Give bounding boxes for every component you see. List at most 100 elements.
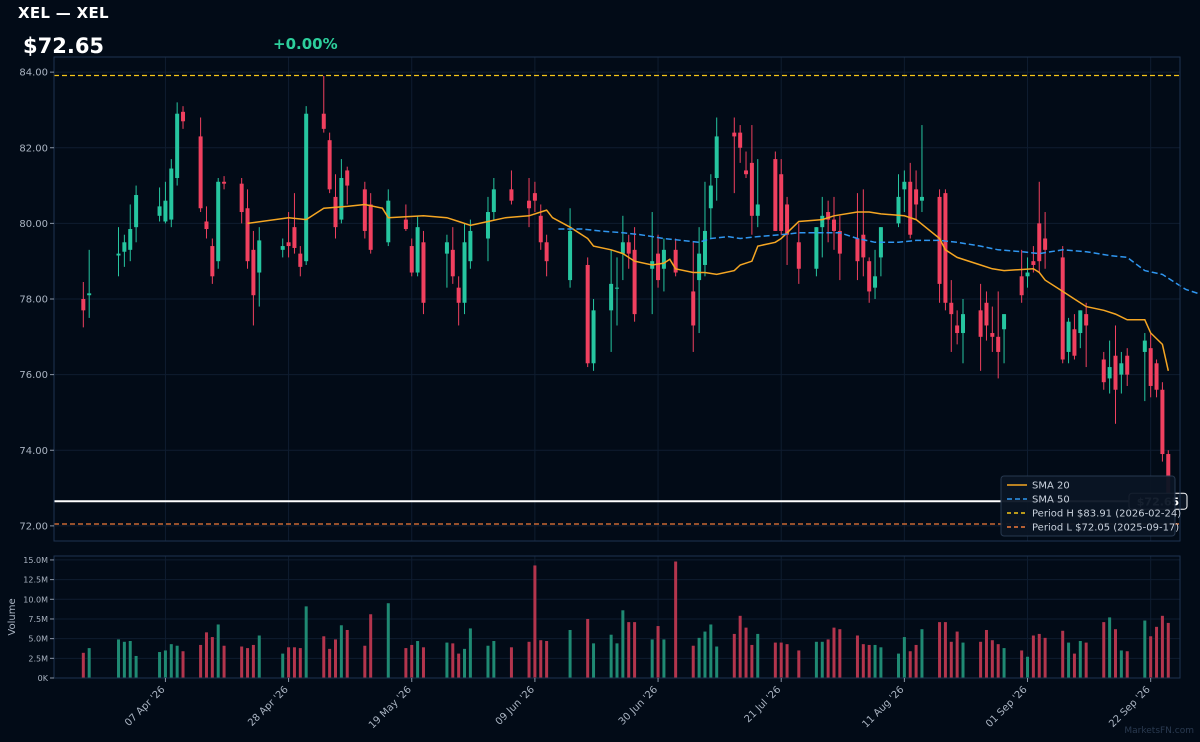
volume-bar (363, 645, 367, 678)
volume-bar (709, 624, 713, 678)
candle-body (961, 314, 966, 334)
candle-body (157, 206, 162, 216)
candle-body (292, 227, 297, 248)
candle-body (738, 132, 743, 148)
volume-bar (873, 644, 877, 678)
price-tick-label: 78.00 (19, 295, 48, 306)
candle-body (732, 132, 737, 137)
volume-bar (163, 650, 167, 678)
volume-bar (1002, 648, 1006, 678)
candle-body (785, 204, 790, 235)
candle (157, 187, 162, 222)
candle (749, 125, 754, 235)
volume-bar (674, 561, 678, 678)
volume-bar (1143, 620, 1147, 678)
volume-bar (779, 642, 783, 678)
volume-bar (996, 644, 1000, 678)
volume-bar (1113, 629, 1117, 678)
candle (532, 181, 537, 213)
candle (280, 238, 285, 258)
volume-bar (410, 644, 414, 678)
volume-bar (539, 640, 543, 678)
candle-body (222, 181, 227, 184)
candle (1002, 314, 1007, 364)
candle-body (468, 230, 473, 262)
candle-body (181, 111, 186, 122)
volume-bar (785, 644, 789, 678)
candle-body (1037, 223, 1042, 262)
legend-label: Period L $72.05 (2025-09-17) (1032, 523, 1179, 534)
candle (785, 196, 790, 265)
volume-bar (633, 622, 637, 678)
candle-body (198, 136, 203, 209)
candle (239, 178, 244, 224)
candle-body (485, 212, 490, 239)
volume-bar (87, 648, 91, 678)
candle (896, 174, 901, 228)
candle-body (444, 242, 449, 254)
volume-bar (210, 637, 214, 678)
volume-bar (715, 646, 719, 678)
chart-title: XEL — XEL (18, 4, 109, 22)
volume-bar (175, 645, 179, 678)
legend-box (1000, 475, 1176, 537)
candle (620, 215, 625, 281)
candle-body (996, 336, 1001, 352)
candle-body (304, 113, 309, 262)
volume-bar (122, 641, 126, 678)
candle-body (1119, 363, 1124, 375)
watermark: MarketsFN.com (1124, 726, 1194, 736)
candle (1060, 246, 1065, 364)
candle (415, 215, 420, 277)
candle (708, 174, 713, 239)
candle (368, 193, 373, 254)
candle-body (538, 215, 543, 243)
candle-body (773, 159, 778, 231)
volume-bar (984, 629, 988, 678)
volume-tick-label: 5.0M (28, 635, 48, 644)
candle (1154, 359, 1159, 398)
candle (568, 208, 573, 288)
date-tick-label: 30 Jun '26 (617, 684, 660, 727)
volume-panel-frame (53, 555, 1181, 679)
volume-bar (592, 643, 596, 678)
volume-bar (656, 626, 660, 678)
volume-bar (744, 627, 748, 678)
candle-body (914, 189, 919, 205)
candle (984, 291, 989, 341)
candle-body (409, 246, 414, 273)
legend-label: Period H $83.91 (2026-02-24) (1032, 509, 1181, 520)
volume-axis-label: Volume (7, 598, 18, 635)
candle (878, 227, 883, 277)
volume-bar (246, 648, 250, 678)
candle-body (855, 238, 860, 262)
volume-bar (339, 625, 343, 678)
volume-bar (703, 631, 707, 678)
legend-label: SMA 20 (1032, 481, 1070, 492)
candle-body (257, 240, 262, 273)
candle-body (919, 196, 924, 201)
volume-bar (1160, 615, 1164, 678)
candle-body (527, 200, 532, 209)
candle (198, 117, 203, 213)
volume-bar (486, 645, 490, 678)
candle (204, 206, 209, 239)
volume-bar (979, 641, 983, 678)
candle-body (744, 170, 749, 175)
volume-bar (322, 636, 326, 678)
candle (990, 306, 995, 352)
volume-bar (134, 655, 138, 678)
candle-body (333, 196, 338, 228)
candle-body (873, 276, 878, 288)
candle (216, 178, 221, 269)
candle-body (691, 291, 696, 326)
volume-bar (586, 618, 590, 678)
candle (673, 238, 678, 277)
date-tick-label: 01 Sep '26 (984, 684, 1030, 730)
volume-bar (527, 641, 531, 678)
volume-bar (902, 637, 906, 678)
candle-body (321, 113, 326, 129)
candle (1025, 257, 1030, 288)
volume-bar (404, 648, 408, 678)
candle-body (1125, 355, 1130, 375)
